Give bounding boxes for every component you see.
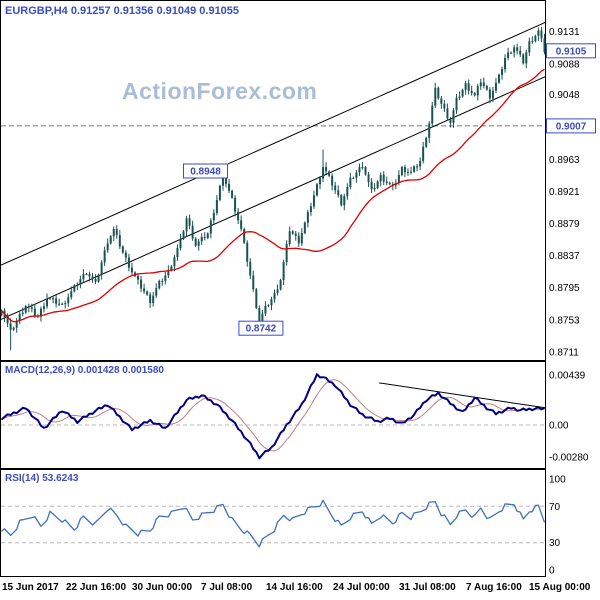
rsi-axis-tick-label: 100	[549, 475, 566, 486]
main-plot-border	[0, 0, 546, 361]
macd-axis-tick-label: 0.00	[549, 421, 569, 432]
current-price-tag	[546, 43, 596, 59]
time-axis-label: 22 Jun 16:00	[66, 582, 127, 593]
watermark: ActionForex.com	[122, 78, 318, 104]
rsi-plot-border	[0, 469, 546, 577]
support-level-tag	[546, 118, 596, 134]
macd-axis-tick-label: 0.00439	[549, 371, 586, 382]
channel-trendline	[0, 75, 547, 321]
price-axis-tick-label: 0.8711	[549, 347, 579, 358]
current-price-tag-label: 0.9105	[556, 46, 587, 57]
rsi-axis-tick-label: 70	[549, 502, 561, 513]
candles	[0, 26, 546, 351]
time-axis-label: 7 Jul 08:00	[201, 582, 253, 593]
rsi-axis-tick-label: 30	[549, 538, 561, 549]
price-axis-tick-label: 0.8753	[549, 315, 580, 326]
support-level-tag-label: 0.9007	[556, 121, 587, 132]
macd-trendline	[379, 382, 547, 409]
price-axis-tick-label: 0.8837	[549, 251, 580, 262]
time-axis-label: 30 Jun 00:00	[132, 582, 193, 593]
price-level-label: 0.8742	[246, 324, 277, 335]
time-axis-label: 24 Jul 00:00	[333, 582, 390, 593]
macd-plot[interactable]: 0.00439 0.00 -0.00280	[0, 361, 600, 469]
rsi-axis-tick-label: 0	[549, 566, 555, 577]
price-axis-tick-label: 0.8879	[549, 219, 580, 230]
moving-average-line	[1, 68, 545, 323]
price-axis-tick-label: 0.9131	[549, 27, 580, 38]
time-axis-label: 15 Jun 2017	[2, 582, 59, 593]
price-axis-tick-label: 0.9088	[549, 60, 580, 71]
time-axis-label: 14 Jul 16:00	[266, 582, 323, 593]
macd-signal-line	[1, 379, 545, 452]
main-price-plot[interactable]: 0.8948 0.8742 0.9131 0.9088 0.9048 0.8963 0.89…	[0, 0, 600, 361]
macd-indicator-label: MACD(12,26,9) 0.001428 0.001580	[5, 365, 164, 376]
rsi-plot[interactable]: 100 70 30 0	[0, 469, 600, 577]
macd-axis-tick-label: -0.00280	[549, 452, 589, 463]
time-axis-label: 7 Aug 16:00	[466, 582, 522, 593]
symbol-ohlc-title: EURGBP,H4 0.91257 0.91356 0.91049 0.9105…	[5, 5, 240, 17]
time-axis: 15 Jun 2017 22 Jun 16:00 30 Jun 00:00 7 Jul…	[0, 577, 600, 600]
price-level-box	[183, 163, 228, 179]
price-axis-tick-label: 0.8795	[549, 283, 580, 294]
price-level-label: 0.8948	[190, 167, 221, 178]
macd-plot-border	[0, 361, 546, 469]
rsi-line	[1, 499, 546, 548]
channel-trendline	[0, 21, 547, 267]
time-axis-label: 31 Jul 08:00	[399, 582, 456, 593]
time-axis-label: 15 Aug 00:00	[529, 582, 591, 593]
price-axis-tick-label: 0.8963	[549, 155, 580, 166]
macd-line	[0, 373, 545, 460]
rsi-indicator-label: RSI(14) 53.6243	[5, 473, 79, 484]
price-axis-tick-label: 0.9048	[549, 90, 580, 101]
price-level-box	[238, 320, 284, 336]
price-axis-tick-label: 0.8921	[549, 187, 580, 198]
